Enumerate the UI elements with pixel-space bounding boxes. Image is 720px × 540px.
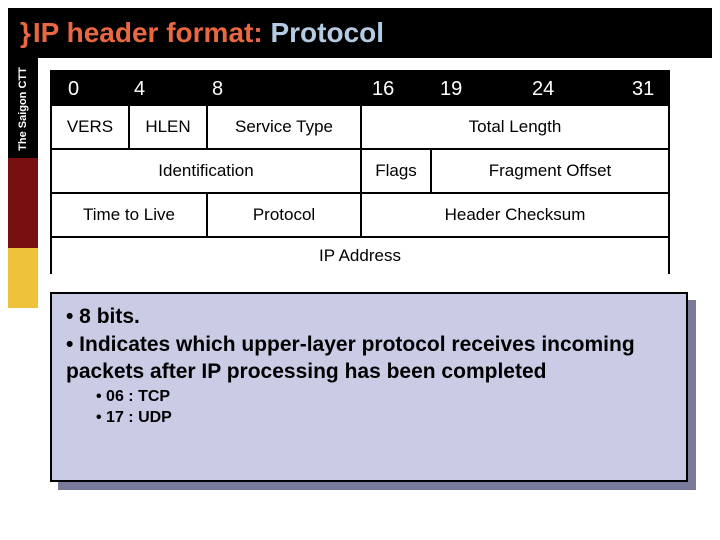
- field-flags: Flags: [362, 150, 432, 192]
- bit-0: 0: [68, 78, 79, 101]
- sidebar-yellow: [8, 248, 38, 308]
- field-service-type: Service Type: [208, 106, 362, 148]
- bit-8: 8: [212, 78, 223, 101]
- sidebar-label: The Saigon CTT: [17, 64, 29, 154]
- bit-19: 19: [440, 78, 462, 101]
- field-identification: Identification: [52, 150, 362, 192]
- sidebar-white: [8, 308, 38, 508]
- field-hlen: HLEN: [130, 106, 208, 148]
- field-vers: VERS: [52, 106, 130, 148]
- header-row-2: Identification Flags Fragment Offset: [50, 150, 670, 194]
- ip-header-diagram: 0 4 8 16 19 24 31 VERS HLEN Service Type…: [50, 70, 670, 274]
- protocol-callout: • 8 bits. • Indicates which upper-layer …: [50, 292, 688, 482]
- bit-31: 31: [632, 78, 654, 101]
- sidebar-black: The Saigon CTT: [8, 58, 38, 158]
- field-checksum: Header Checksum: [362, 194, 668, 236]
- slide-title: }IP header format: Protocol: [20, 17, 384, 49]
- callout-sub-1: • 06 : TCP: [96, 387, 672, 408]
- bit-header-row: 0 4 8 16 19 24 31: [50, 70, 670, 106]
- title-bar: }IP header format: Protocol: [8, 8, 712, 58]
- field-ip-address: IP Address: [319, 246, 401, 266]
- sidebar: The Saigon CTT: [8, 58, 38, 540]
- field-protocol: Protocol: [208, 194, 362, 236]
- callout-sub-2: • 17 : UDP: [96, 408, 672, 429]
- field-fragment-offset: Fragment Offset: [432, 150, 668, 192]
- header-row-4: IP Address: [50, 238, 670, 274]
- header-row-3: Time to Live Protocol Header Checksum: [50, 194, 670, 238]
- callout-line-2: • Indicates which upper-layer protocol r…: [66, 332, 672, 385]
- header-row-1: VERS HLEN Service Type Total Length: [50, 106, 670, 150]
- field-total-length: Total Length: [362, 106, 668, 148]
- callout-line-1: • 8 bits.: [66, 304, 672, 330]
- title-main: IP header format:: [33, 17, 271, 48]
- field-ttl: Time to Live: [52, 194, 208, 236]
- bit-24: 24: [532, 78, 554, 101]
- bit-16: 16: [372, 78, 394, 101]
- title-highlight: Protocol: [270, 17, 384, 48]
- sidebar-red: [8, 158, 38, 248]
- bit-4: 4: [134, 78, 145, 101]
- title-bullet: }: [20, 17, 31, 48]
